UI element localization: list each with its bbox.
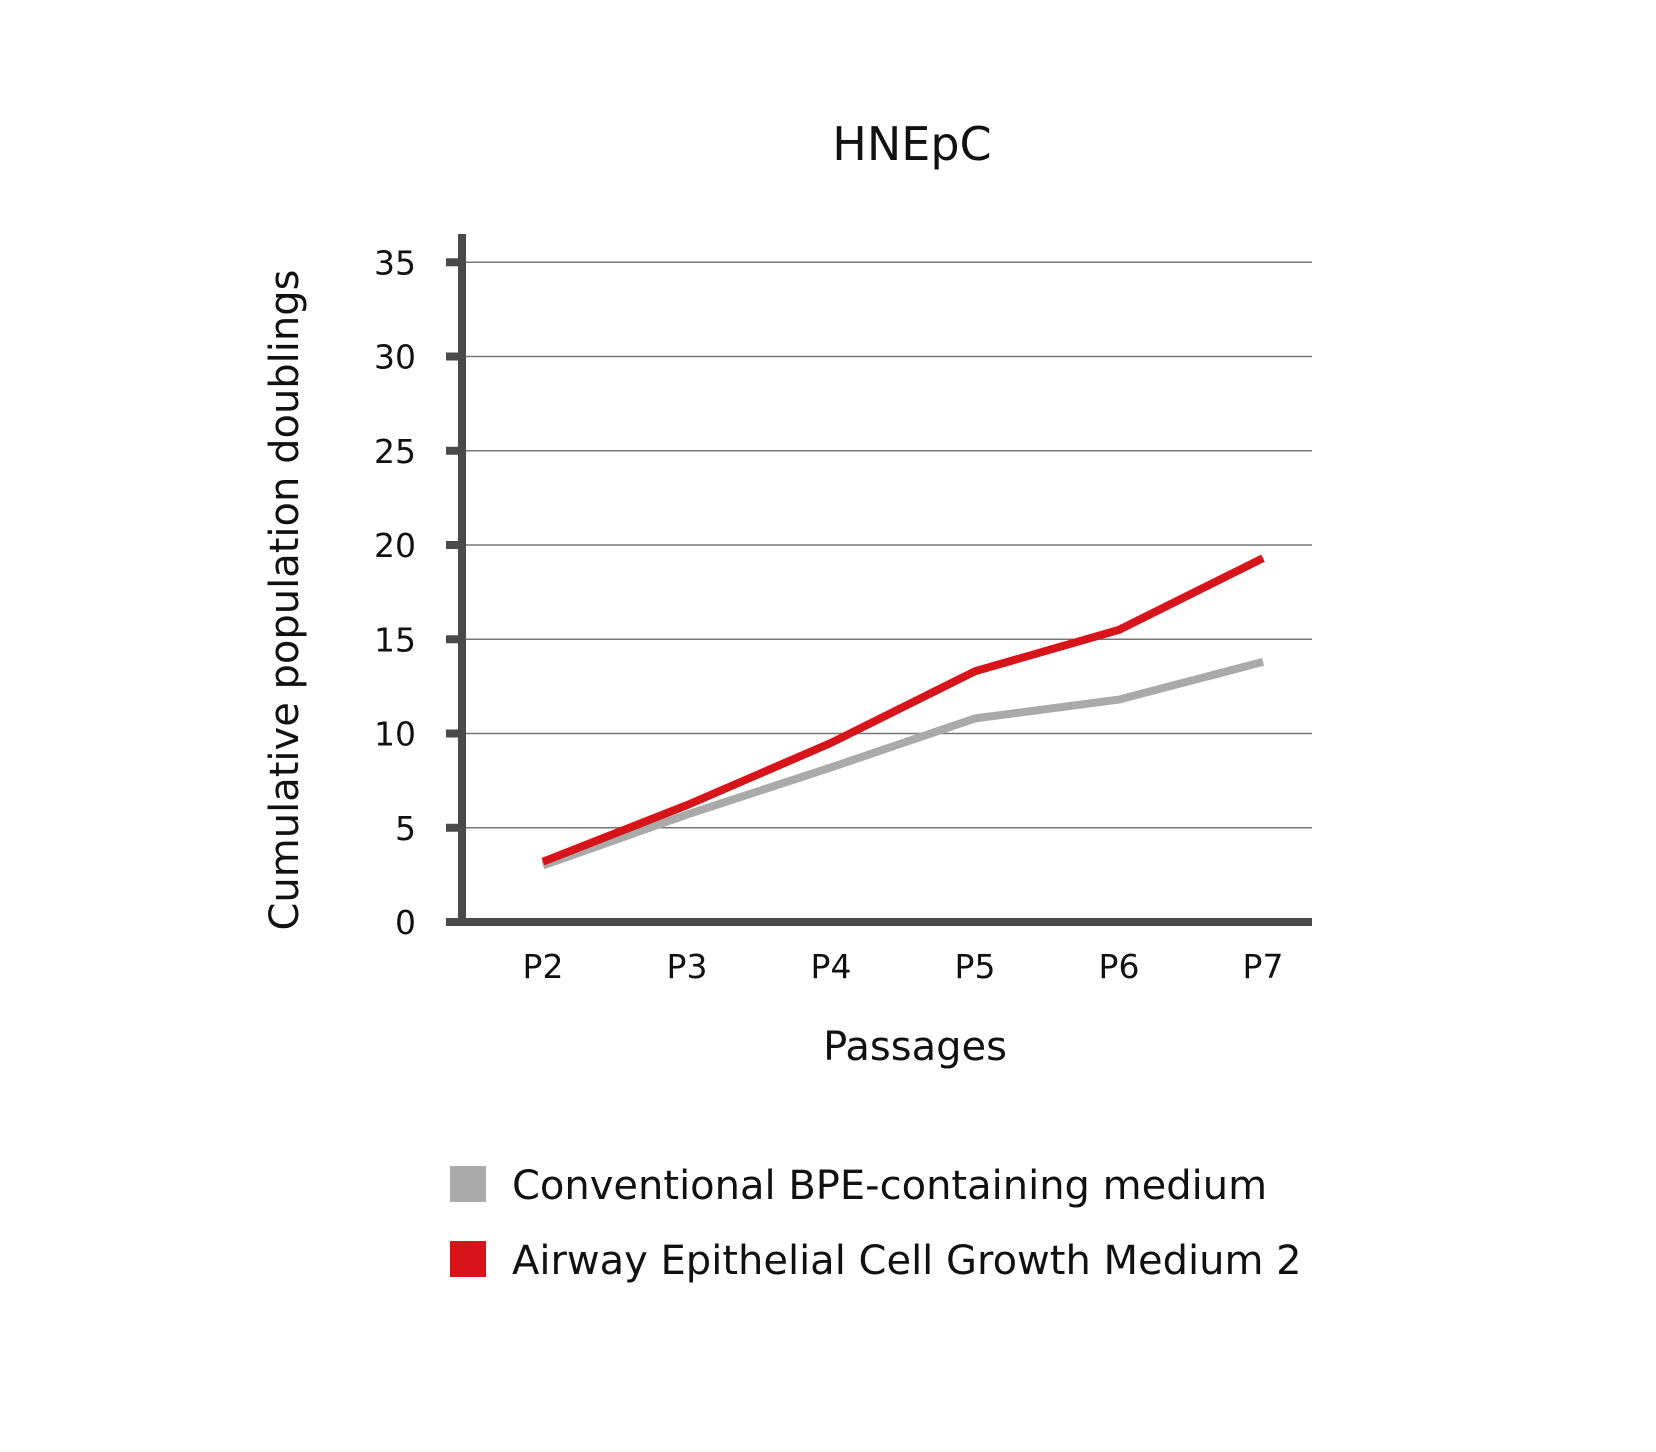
x-tick-label: P4	[811, 947, 852, 986]
x-tick-label: P7	[1243, 947, 1284, 986]
series-line	[541, 658, 1265, 870]
grid-lines	[462, 261, 1312, 829]
y-tick-label: 10	[374, 715, 416, 754]
x-tick-label: P3	[667, 947, 708, 986]
data-point	[974, 717, 976, 719]
y-tick-label: 30	[374, 338, 416, 377]
data-point	[830, 742, 832, 744]
series-1	[541, 658, 1265, 870]
y-tick-label: 20	[374, 526, 416, 565]
legend-swatch	[450, 1166, 486, 1202]
y-tick-label: 5	[395, 809, 416, 848]
series-lines	[541, 554, 1265, 870]
x-axis-label: Passages	[823, 1024, 1007, 1070]
data-point	[1118, 629, 1120, 631]
data-point	[686, 804, 688, 806]
data-point	[1262, 661, 1264, 663]
y-axis-ticks: 0 5 10 15 20 25 30 35	[374, 243, 462, 942]
data-point	[974, 670, 976, 672]
x-tick-label: P2	[523, 947, 564, 986]
data-point	[542, 861, 544, 863]
x-tick-label: P5	[955, 947, 996, 986]
x-tick-label: P6	[1099, 947, 1140, 986]
x-axis-ticks: P2 P3 P4 P5 P6 P7	[523, 947, 1284, 986]
data-point	[686, 814, 688, 816]
data-point	[830, 766, 832, 768]
data-point	[1262, 557, 1264, 559]
y-tick-label: 35	[374, 243, 416, 282]
y-axis-label: Cumulative population doublings	[262, 270, 308, 931]
series-2	[541, 554, 1265, 866]
legend-item: Conventional BPE-containing medium	[450, 1163, 1267, 1209]
data-point	[542, 864, 544, 866]
y-tick-label: 0	[395, 903, 416, 942]
legend-item: Airway Epithelial Cell Growth Medium 2	[450, 1238, 1302, 1284]
legend-label: Conventional BPE-containing medium	[512, 1163, 1267, 1209]
y-tick-label: 15	[374, 620, 416, 659]
chart-title: HNEpC	[832, 117, 991, 171]
legend-label: Airway Epithelial Cell Growth Medium 2	[512, 1238, 1302, 1284]
legend: Conventional BPE-containing medium Airway…	[450, 1163, 1302, 1284]
data-point	[1118, 699, 1120, 701]
series-line	[541, 554, 1265, 866]
legend-swatch	[450, 1241, 486, 1277]
y-tick-label: 25	[374, 432, 416, 471]
